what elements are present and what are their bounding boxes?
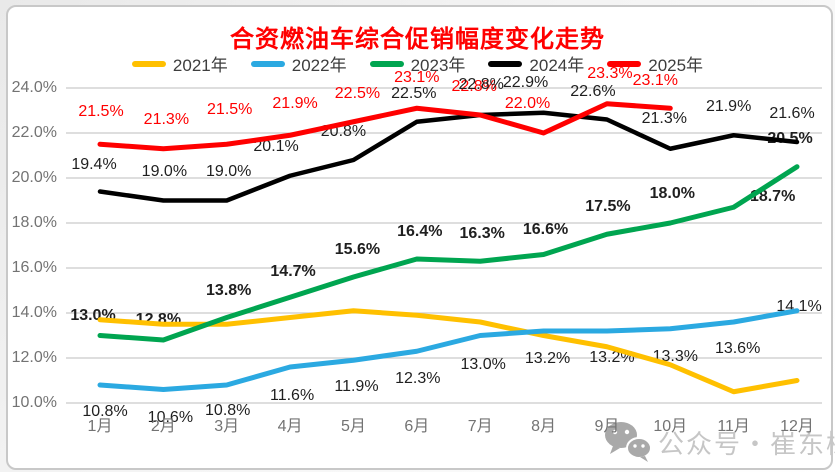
- data-label: 14.7%: [270, 263, 316, 281]
- y-axis-label: 10.0%: [11, 394, 57, 411]
- series-line-2022: [97, 308, 800, 392]
- data-label: 12.3%: [395, 370, 441, 388]
- data-label: 21.9%: [705, 98, 752, 116]
- x-axis-label: 7月: [467, 418, 493, 435]
- x-axis-label: 9月: [594, 418, 620, 435]
- data-label: 16.6%: [522, 220, 569, 238]
- data-label: 19.4%: [71, 155, 117, 173]
- legend: 2021年 2022年 2023年 2024年 2025年: [0, 51, 835, 76]
- data-label: 22.9%: [502, 73, 549, 91]
- data-label: 21.5%: [207, 101, 253, 119]
- x-axis-label: 5月: [341, 418, 366, 435]
- x-axis-label: 12月: [780, 418, 814, 435]
- y-axis-label: 24.0%: [11, 79, 57, 96]
- data-label: 21.5%: [78, 103, 124, 121]
- series-line-2021: [97, 308, 800, 395]
- legend-swatch: [131, 60, 166, 67]
- legend-label: 2022年: [291, 56, 347, 75]
- legend-label: 2023年: [410, 56, 466, 75]
- y-axis-label: 12.0%: [11, 349, 57, 366]
- data-label: 13.2%: [524, 350, 571, 367]
- data-label: 19.0%: [206, 162, 252, 180]
- x-axis-label: 3月: [214, 418, 240, 435]
- data-label: 11.9%: [334, 378, 379, 396]
- data-label: 21.3%: [641, 109, 687, 127]
- data-label: 15.6%: [334, 241, 381, 258]
- legend-item-2024: 2024年: [488, 51, 584, 76]
- legend-swatch: [250, 60, 285, 67]
- data-label: 16.4%: [397, 223, 443, 240]
- data-label: 22.6%: [570, 82, 616, 100]
- x-axis-label: 2月: [150, 418, 176, 435]
- x-axis-label: 11月: [717, 418, 750, 435]
- y-axis-label: 18.0%: [11, 214, 57, 231]
- data-label: 19.0%: [141, 162, 188, 180]
- data-label: 20.1%: [253, 137, 299, 155]
- legend-item-2021: 2021年: [131, 51, 228, 76]
- data-label: 21.6%: [769, 105, 815, 122]
- data-label: 22.0%: [504, 95, 551, 112]
- legend-item-2023: 2023年: [369, 51, 466, 76]
- legend-label: 2025年: [648, 56, 704, 75]
- series-line-2023: [97, 164, 800, 343]
- data-label: 10.8%: [205, 402, 251, 419]
- legend-label: 2024年: [529, 56, 585, 75]
- watermark: 公众号・崔东树: [604, 421, 835, 463]
- data-label: 13.6%: [714, 340, 761, 357]
- data-label: 17.5%: [585, 198, 631, 216]
- legend-item-2025: 2025年: [607, 51, 703, 76]
- x-axis-label: 1月: [87, 418, 113, 435]
- data-label: 10.8%: [82, 403, 128, 420]
- data-label: 21.3%: [143, 110, 190, 128]
- data-label: 23.3%: [587, 64, 633, 82]
- series-line-2024: [97, 110, 800, 203]
- y-axis-label: 14.0%: [11, 304, 57, 321]
- data-label: 23.1%: [394, 69, 440, 87]
- x-axis-label: 6月: [404, 418, 430, 435]
- watermark-text: 公众号・崔东树: [658, 428, 835, 459]
- legend-swatch: [369, 60, 404, 67]
- data-label: 23.1%: [632, 72, 678, 90]
- series-line-2025: [97, 101, 673, 152]
- data-label: 20.5%: [767, 129, 813, 147]
- wechat-icon: [605, 422, 652, 462]
- y-axis-label: 22.0%: [11, 124, 57, 141]
- y-axis-label: 20.0%: [11, 169, 57, 186]
- legend-swatch: [607, 60, 642, 67]
- data-label: 11.6%: [269, 387, 315, 404]
- chart-card: [6, 5, 833, 470]
- legend-swatch: [488, 60, 523, 67]
- data-label: 22.5%: [334, 84, 381, 102]
- data-label: 18.0%: [649, 185, 695, 202]
- data-label: 13.8%: [206, 281, 252, 299]
- legend-label: 2021年: [172, 56, 228, 75]
- data-label: 10.6%: [147, 408, 194, 426]
- chart-title: 合资燃油车综合促销幅度变化走势: [230, 26, 605, 53]
- data-label: 22.5%: [391, 84, 437, 102]
- y-axis-label: 16.0%: [11, 259, 57, 276]
- data-label: 22.8%: [451, 78, 497, 95]
- data-label: 13.0%: [460, 355, 506, 373]
- x-axis-label: 4月: [277, 418, 303, 435]
- data-label: 16.3%: [459, 225, 505, 243]
- legend-item-2022: 2022年: [250, 51, 347, 76]
- x-axis-label: 10月: [653, 418, 688, 435]
- data-label: 22.8%: [458, 76, 504, 93]
- data-label: 21.9%: [272, 95, 318, 113]
- x-axis-label: 8月: [531, 418, 556, 435]
